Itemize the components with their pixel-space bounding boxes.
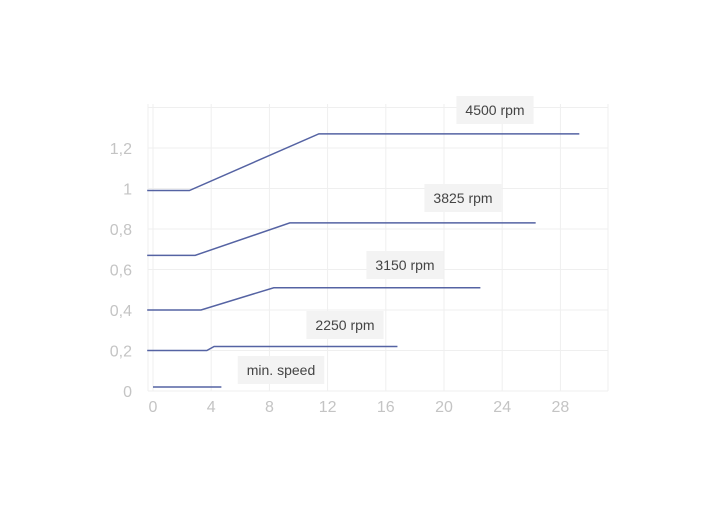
x-tick-label: 16: [377, 399, 395, 416]
x-tick-label: 28: [552, 399, 570, 416]
y-tick-label: 1,2: [110, 141, 132, 158]
series-label: 4500 rpm: [456, 96, 534, 124]
x-tick-label: 0: [149, 399, 158, 416]
series-label-background: [456, 96, 534, 124]
series-label-background: [237, 356, 325, 384]
x-tick-label: 20: [435, 399, 453, 416]
series-line-3825-rpm: [147, 222, 536, 257]
y-tick-label: 0,6: [110, 263, 132, 280]
series-label: 2250 rpm: [306, 311, 384, 339]
series-label: min. speed: [237, 356, 325, 384]
series-line-2250-rpm: [147, 345, 398, 352]
series-line-4500-rpm: [147, 133, 580, 192]
y-tick-label: 0,8: [110, 222, 132, 239]
y-tick-label: 0: [123, 384, 132, 401]
series-labels: min. speed 2250 rpm 3150 rpm 3825 rpm 4500 r…: [237, 96, 534, 384]
x-tick-label: 8: [265, 399, 274, 416]
series-label-text: min. speed: [247, 362, 315, 378]
y-tick-label: 0,2: [110, 344, 132, 361]
x-axis-ticks: 0 4 8 12 16 20 24 28: [149, 399, 570, 416]
x-tick-label: 12: [319, 399, 337, 416]
series-lines: [147, 133, 580, 388]
grid: [147, 104, 609, 392]
series-line-3150-rpm: [147, 286, 481, 311]
series-label: 3150 rpm: [366, 251, 444, 279]
y-tick-label: 1: [123, 182, 132, 199]
series-label-text: 4500 rpm: [465, 102, 524, 118]
series-label-background: [366, 251, 444, 279]
x-tick-label: 4: [207, 399, 216, 416]
x-tick-label: 24: [493, 399, 511, 416]
series-label-text: 3150 rpm: [375, 257, 434, 273]
y-tick-label: 0,4: [110, 303, 132, 320]
y-axis-ticks: 0 0,2 0,4 0,6 0,8 1 1,2: [110, 141, 132, 401]
series-label-text: 3825 rpm: [433, 190, 492, 206]
series-label-background: [306, 311, 384, 339]
series-label-text: 2250 rpm: [315, 317, 374, 333]
series-label: 3825 rpm: [424, 184, 502, 212]
series-label-background: [424, 184, 502, 212]
